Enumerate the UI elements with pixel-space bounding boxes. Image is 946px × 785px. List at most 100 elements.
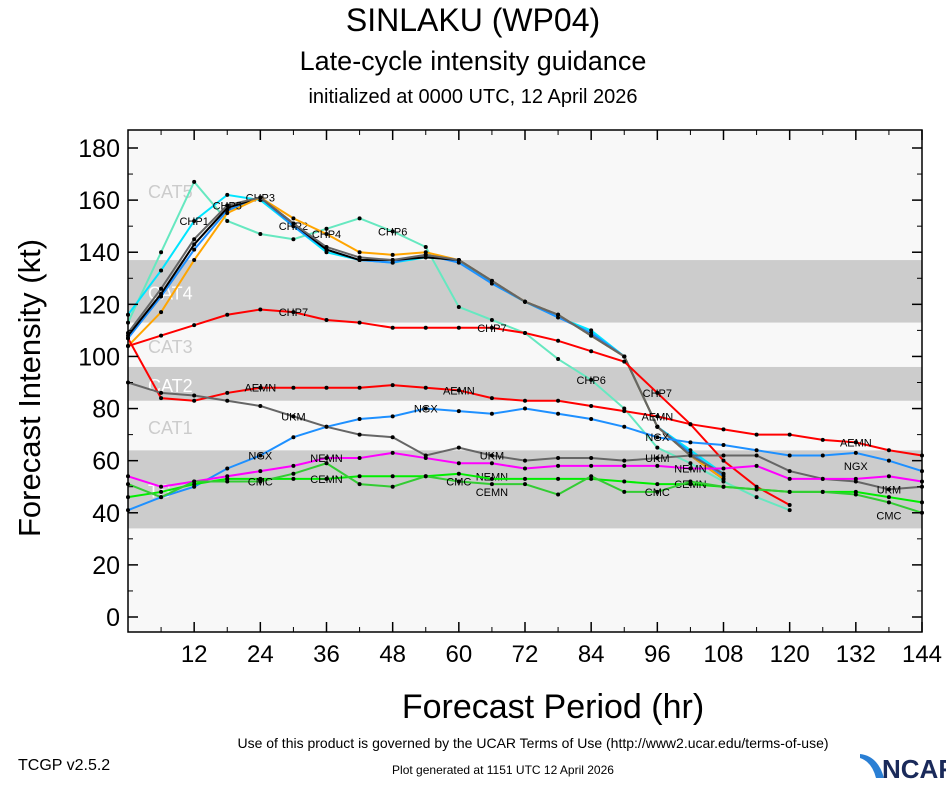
data-point	[688, 466, 693, 471]
series-label: AEMN	[840, 437, 872, 449]
svg-text:NCAR: NCAR	[882, 754, 946, 780]
data-point	[456, 471, 461, 476]
data-point	[787, 489, 792, 494]
data-point	[192, 393, 197, 398]
data-point	[192, 218, 197, 223]
series-label: CHP6	[378, 226, 407, 238]
x-tick-label: 48	[379, 641, 406, 668]
data-point	[324, 226, 329, 231]
data-point	[258, 469, 263, 474]
version-label: TCGP v2.5.2	[18, 757, 111, 774]
data-point	[225, 218, 230, 223]
data-point	[159, 268, 164, 273]
data-point	[655, 489, 660, 494]
band-label: CAT2	[148, 376, 193, 396]
series-ukm: UKM UKM UKM UKM	[126, 380, 924, 496]
series-chp6: CHP6 CHP6	[126, 179, 792, 513]
series-label: CHP7	[279, 307, 308, 319]
data-point	[456, 461, 461, 466]
data-point	[423, 252, 428, 257]
data-point	[456, 445, 461, 450]
data-point	[655, 482, 660, 487]
data-point	[192, 237, 197, 242]
data-point	[291, 471, 296, 476]
band-label: CAT3	[148, 337, 193, 357]
series-label: UKM	[281, 411, 305, 423]
data-point	[853, 476, 858, 481]
series-label: CHP4	[312, 229, 341, 241]
data-point	[589, 463, 594, 468]
data-point	[820, 453, 825, 458]
data-point	[291, 463, 296, 468]
data-point	[291, 414, 296, 419]
chart-subtitle: Late-cycle intensity guidance	[299, 46, 647, 76]
data-point	[192, 323, 197, 328]
series-label: AEMN	[443, 385, 475, 397]
series-label: CEMN	[476, 487, 508, 499]
data-point	[357, 432, 362, 437]
data-point	[423, 245, 428, 250]
data-point	[655, 435, 660, 440]
data-point	[159, 310, 164, 315]
data-point	[159, 333, 164, 338]
data-point	[688, 479, 693, 484]
data-point	[754, 495, 759, 500]
data-point	[423, 406, 428, 411]
data-point	[357, 482, 362, 487]
data-point	[258, 403, 263, 408]
x-tick-label: 60	[445, 641, 472, 668]
series-label: NGX	[844, 461, 869, 473]
data-point	[655, 445, 660, 450]
y-tick-label: 120	[78, 291, 120, 319]
band-ts	[128, 450, 922, 529]
data-point	[225, 192, 230, 197]
x-tick-label: 120	[770, 641, 810, 668]
data-point	[489, 482, 494, 487]
data-point	[886, 500, 891, 505]
series-nemn: NEMNNEMNNEMN	[126, 450, 924, 489]
data-point	[324, 245, 329, 250]
data-point	[291, 435, 296, 440]
data-point	[489, 476, 494, 481]
data-point	[721, 453, 726, 458]
data-point	[721, 443, 726, 448]
data-point	[225, 466, 230, 471]
data-point	[853, 450, 858, 455]
series-label: CHP5	[213, 200, 242, 212]
data-point	[390, 325, 395, 330]
data-point	[489, 453, 494, 458]
x-tick-label: 36	[313, 641, 340, 668]
data-point	[820, 476, 825, 481]
series-label: NGX	[414, 404, 439, 416]
data-point	[556, 463, 561, 468]
data-point	[456, 258, 461, 263]
band-cat4	[128, 260, 922, 323]
data-point	[258, 231, 263, 236]
data-point	[589, 474, 594, 479]
series-label: CHP1	[179, 216, 208, 228]
data-point	[787, 432, 792, 437]
y-tick-label: 60	[92, 448, 120, 476]
data-point	[787, 508, 792, 513]
data-point	[754, 432, 759, 437]
data-point	[291, 216, 296, 221]
data-point	[291, 310, 296, 315]
series-ngx: NGX NGX NGX NGX	[126, 404, 924, 513]
data-point	[721, 427, 726, 432]
data-point	[489, 325, 494, 330]
data-point	[390, 474, 395, 479]
data-point	[390, 229, 395, 234]
data-point	[258, 195, 263, 200]
data-point	[556, 338, 561, 343]
data-point	[258, 385, 263, 390]
data-point	[390, 414, 395, 419]
data-point	[787, 476, 792, 481]
data-point	[556, 476, 561, 481]
data-point	[853, 440, 858, 445]
series-label: UKM	[877, 484, 901, 496]
y-tick-label: 80	[92, 396, 120, 424]
band-cat5	[128, 145, 922, 261]
series-label: CMC	[876, 510, 901, 522]
data-point	[622, 424, 627, 429]
x-tick-label: 72	[512, 641, 539, 668]
